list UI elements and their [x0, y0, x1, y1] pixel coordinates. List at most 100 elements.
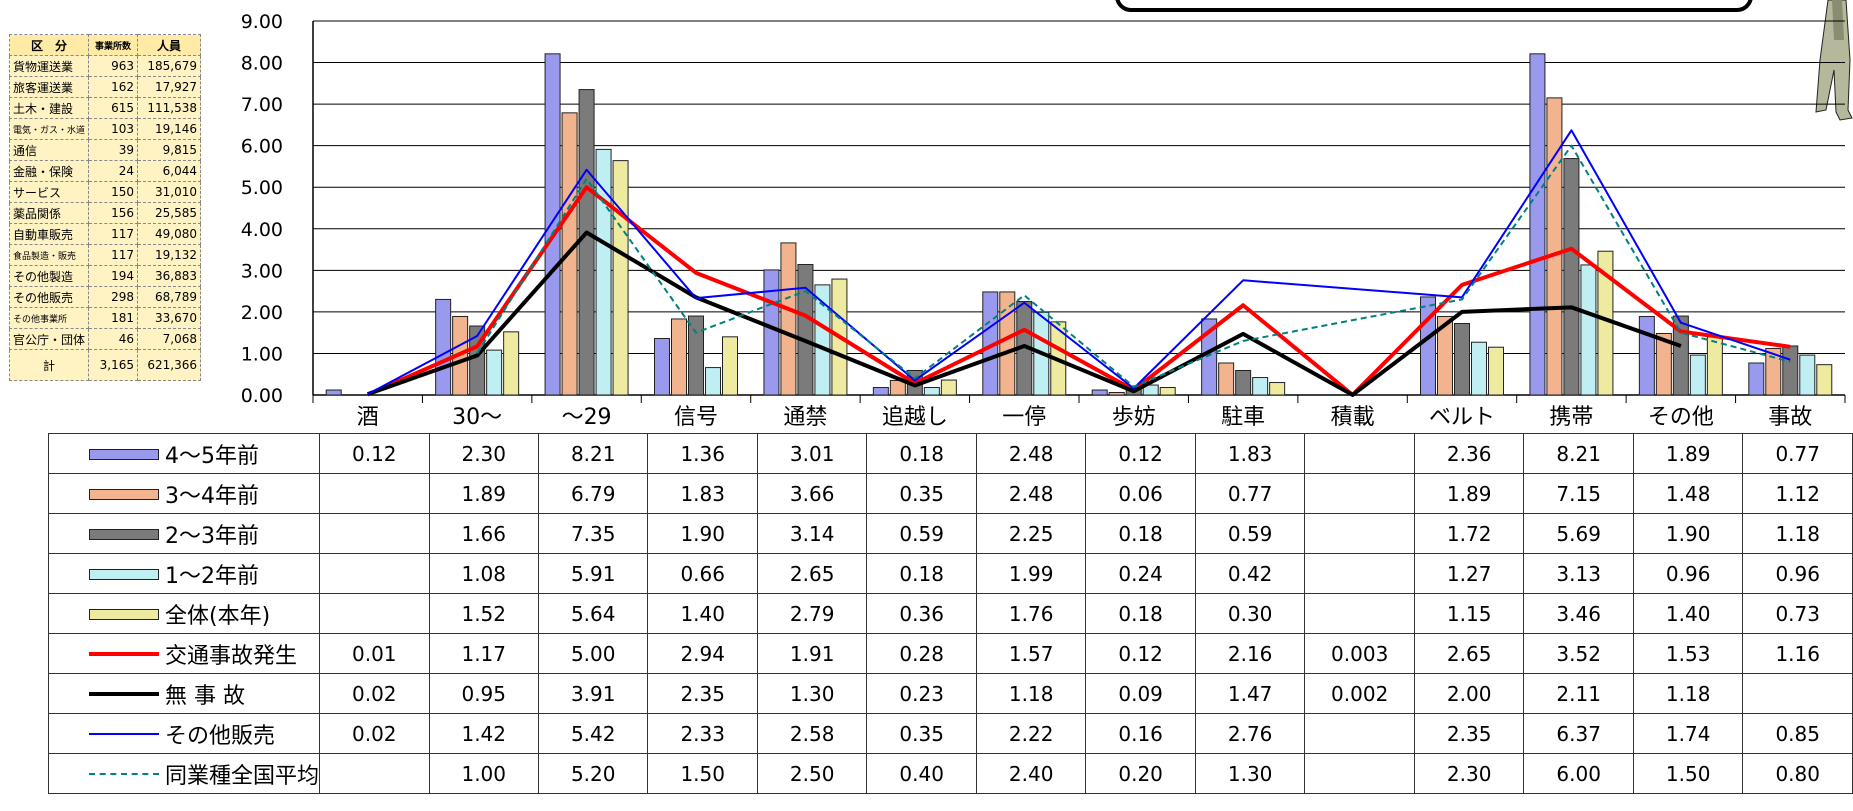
data-value-cell: 0.36 [866, 593, 977, 634]
data-value-cell: 8.21 [1523, 433, 1634, 474]
bar [999, 291, 1016, 396]
bar [1471, 341, 1487, 396]
bar [940, 379, 957, 396]
data-value-cell: 2.35 [647, 673, 758, 714]
data-value-cell [1304, 513, 1415, 554]
bar [1748, 362, 1765, 396]
data-value-cell: 1.50 [647, 753, 758, 794]
bar [578, 89, 595, 396]
bar [1580, 264, 1597, 396]
data-value-cell: 1.89 [1413, 473, 1525, 514]
bar [486, 349, 503, 396]
bar [1672, 315, 1689, 396]
industry-row: 薬品関係 156 25,585 [8, 202, 202, 224]
header-count: 事業所数 [88, 34, 139, 56]
data-value-cell: 1.18 [975, 673, 1087, 714]
legend-label: 4～5年前 [165, 443, 259, 469]
data-value-cell: 2.79 [756, 593, 868, 634]
header-category: 区 分 [8, 34, 90, 56]
industry-body: 貨物運送業 963 185,679 旅客運送業 162 17,927 土木・建設 615 111… [8, 55, 202, 381]
data-value-cell: 0.85 [1742, 713, 1853, 754]
data-value-cell: 0.95 [428, 673, 539, 714]
data-value-cell: 0.003 [1304, 633, 1415, 674]
data-value-cell: 0.35 [866, 713, 977, 754]
data-value-cell [319, 593, 430, 634]
bar [595, 148, 612, 396]
data-value-cell: 0.002 [1304, 673, 1415, 714]
bar [1816, 364, 1833, 396]
data-value-cell: 1.17 [428, 633, 539, 674]
industry-total-count: 3,165 [88, 349, 139, 381]
data-value-cell [1304, 553, 1415, 594]
y-tick-label: 7.00 [241, 94, 283, 116]
industry-count: 156 [88, 202, 139, 224]
legend-key [89, 726, 159, 742]
industry-count: 117 [88, 244, 139, 266]
data-value-cell: 2.65 [1413, 633, 1525, 674]
industry-people: 33,670 [137, 307, 202, 329]
industry-count: 24 [88, 160, 139, 182]
data-value-cell: 2.36 [1413, 433, 1525, 474]
data-value-cell: 1.53 [1632, 633, 1744, 674]
industry-count: 181 [88, 307, 139, 329]
data-value-cell: 2.00 [1413, 673, 1525, 714]
data-value-cell [1304, 713, 1415, 754]
data-value-cell: 2.50 [756, 753, 868, 794]
legend-label: 交通事故発生 [165, 643, 298, 669]
data-value-cell: 3.14 [756, 513, 868, 554]
data-value-cell: 0.18 [1085, 593, 1196, 634]
data-value-cell: 1.89 [428, 473, 539, 514]
industry-people: 19,146 [137, 118, 202, 140]
data-value-cell: 6.79 [537, 473, 649, 514]
industry-name: 土木・建設 [8, 97, 90, 119]
data-value-cell: 0.80 [1742, 753, 1853, 794]
y-tick-label: 6.00 [241, 136, 283, 158]
data-value-cell: 1.47 [1194, 673, 1306, 714]
legend-label: 全体(本年) [165, 603, 271, 629]
bar [1706, 336, 1723, 396]
industry-people: 17,927 [137, 76, 202, 98]
data-value-cell: 1.40 [647, 593, 758, 634]
industry-people: 185,679 [137, 55, 202, 77]
data-value-cell: 1.42 [428, 713, 539, 754]
person-figure-image [1815, 0, 1853, 121]
legend-entry: 3～4年前 [47, 473, 321, 514]
legend-label: 同業種全国平均 [165, 763, 320, 789]
data-value-cell: 0.12 [319, 433, 430, 474]
data-value-cell: 1.00 [428, 753, 539, 794]
data-value-cell: 1.40 [1632, 593, 1744, 634]
industry-name: その他販売 [8, 286, 90, 308]
industry-name: その他事業所 [8, 307, 90, 329]
legend-key [89, 526, 159, 542]
bar [763, 269, 780, 396]
data-value-cell: 0.02 [319, 713, 430, 754]
data-value-cell: 1.66 [428, 513, 539, 554]
legend-entry: 4～5年前 [47, 433, 321, 474]
bar [1235, 369, 1252, 396]
bar [1799, 354, 1816, 396]
data-table-row: 全体(本年) 1.52 5.64 1.40 2.79 0.36 1.76 0.18 0.30 1.… [47, 593, 1853, 634]
legend-key [89, 446, 159, 462]
data-value-cell: 2.40 [975, 753, 1087, 794]
data-value-cell: 3.13 [1523, 553, 1634, 594]
data-value-cell: 1.91 [756, 633, 868, 674]
data-table-row: その他販売 0.02 1.42 5.42 2.33 2.58 0.35 2.22 0.16 2.7… [47, 713, 1853, 754]
industry-name: 金融・保険 [8, 160, 90, 182]
y-tick-label: 8.00 [241, 53, 283, 75]
data-value-cell: 0.66 [647, 553, 758, 594]
industry-total-people: 621,366 [137, 349, 202, 381]
industry-name: その他製造 [8, 265, 90, 287]
legend-key [89, 766, 159, 782]
data-value-cell: 5.42 [537, 713, 649, 754]
data-value-cell [1304, 593, 1415, 634]
bar [1655, 332, 1672, 396]
data-value-cell: 3.52 [1523, 633, 1634, 674]
data-value-cell: 2.30 [1413, 753, 1525, 794]
bar [780, 242, 797, 396]
y-tick-label: 4.00 [241, 219, 283, 241]
data-value-cell [1304, 433, 1415, 474]
industry-total-name: 計 [8, 349, 90, 381]
data-value-cell: 0.77 [1194, 473, 1306, 514]
header-people: 人員 [137, 34, 202, 56]
industry-row: サービス 150 31,010 [8, 181, 202, 203]
